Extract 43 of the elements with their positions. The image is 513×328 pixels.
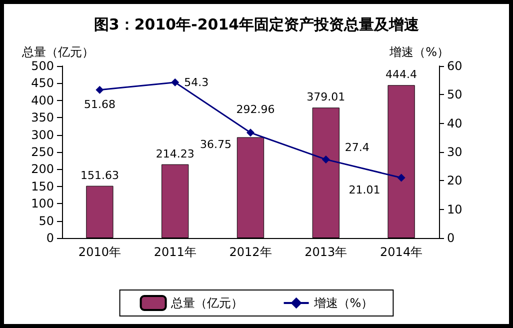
data-label: 21.01 — [348, 183, 380, 196]
x-tick-label: 2011年 — [154, 245, 196, 259]
legend-label: 增速（%） — [312, 296, 374, 310]
x-tick-label: 2010年 — [78, 245, 121, 259]
point — [246, 128, 254, 137]
x-tick-label: 2012年 — [229, 245, 272, 259]
y-tick-label: 50 — [38, 214, 54, 228]
y2-tick-label: 10 — [447, 202, 462, 216]
point — [322, 155, 330, 164]
data-label: 36.75 — [200, 138, 232, 152]
y-tick-label: 200 — [31, 162, 54, 176]
y-tick-label: 150 — [31, 179, 54, 194]
y2-tick-label: 20 — [447, 174, 462, 188]
legend-label: 总量（亿元） — [170, 296, 243, 310]
point — [397, 174, 406, 182]
data-label: 444.4 — [386, 68, 418, 82]
y-tick-label: 400 — [31, 93, 54, 108]
y2-tick-label: 30 — [447, 145, 462, 159]
point — [96, 86, 104, 94]
data-label: 292.96 — [236, 103, 275, 116]
data-label: 27.4 — [344, 140, 370, 154]
data-label: 151.63 — [80, 168, 119, 182]
y-tick-label: 500 — [31, 59, 54, 73]
y2-axis-title: 增速（%） — [388, 45, 449, 59]
data-label: 379.01 — [306, 90, 346, 104]
y2-tick-label: 0 — [447, 231, 455, 245]
y-tick-label: 450 — [31, 76, 54, 90]
chart-title: 图3：2010年-2014年固定资产投资总量及增速 — [94, 16, 420, 34]
y-tick-label: 0 — [46, 231, 54, 245]
y-tick-label: 300 — [31, 128, 54, 142]
y2-tick-label: 60 — [447, 59, 462, 73]
y2-tick-label: 40 — [447, 116, 462, 130]
data-label: 54.3 — [184, 76, 209, 89]
point — [171, 78, 180, 86]
y-tick-label: 250 — [31, 145, 54, 159]
x-tick-label: 2013年 — [304, 245, 348, 259]
x-tick-label: 2014年 — [380, 245, 423, 259]
y-axis-title: 总量（亿元） — [21, 45, 94, 59]
y2-tick-label: 50 — [447, 88, 462, 102]
data-label: 51.68 — [84, 98, 116, 111]
data-label: 214.23 — [156, 147, 194, 160]
y-tick-label: 350 — [31, 110, 54, 125]
y-tick-label: 100 — [31, 196, 54, 211]
